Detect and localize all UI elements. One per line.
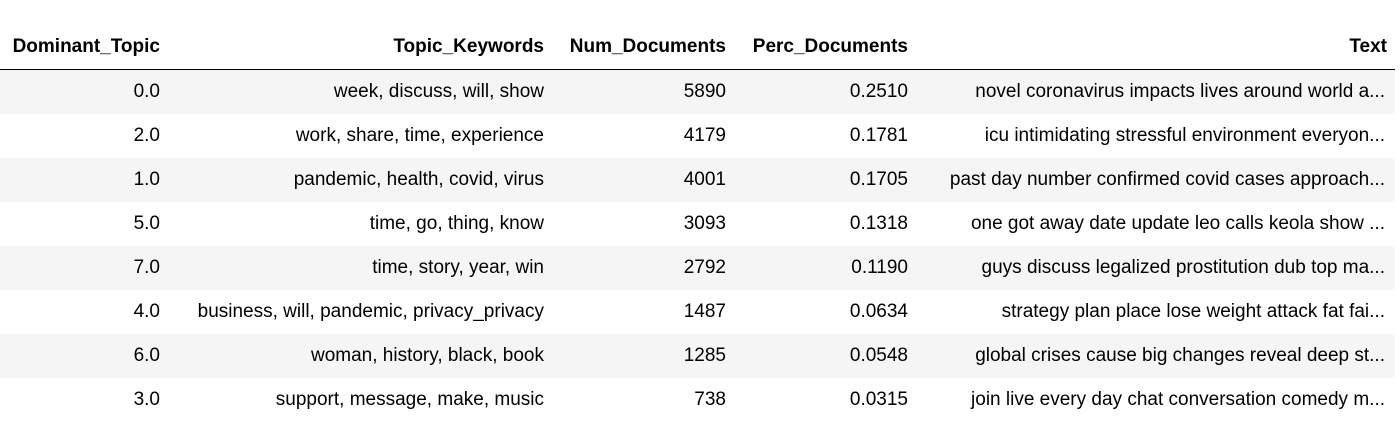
cell-perc-documents: 0.1190 xyxy=(734,246,916,290)
cell-topic-keywords: time, go, thing, know xyxy=(168,202,552,246)
cell-num-documents: 1487 xyxy=(552,290,734,334)
table-row: 2.0 work, share, time, experience 4179 0… xyxy=(0,114,1395,158)
cell-text: icu intimidating stressful environment e… xyxy=(916,114,1395,158)
table-row: 3.0 support, message, make, music 738 0.… xyxy=(0,378,1395,422)
dataframe-table: Dominant_Topic Topic_Keywords Num_Docume… xyxy=(0,25,1395,422)
cell-text: past day number confirmed covid cases ap… xyxy=(916,158,1395,202)
column-header-num-documents: Num_Documents xyxy=(552,25,734,70)
column-header-dominant-topic: Dominant_Topic xyxy=(0,25,168,70)
cell-text: global crises cause big changes reveal d… xyxy=(916,334,1395,378)
cell-dominant-topic: 2.0 xyxy=(0,114,168,158)
column-header-topic-keywords: Topic_Keywords xyxy=(168,25,552,70)
cell-text: guys discuss legalized prostitution dub … xyxy=(916,246,1395,290)
cell-dominant-topic: 1.0 xyxy=(0,158,168,202)
cell-dominant-topic: 5.0 xyxy=(0,202,168,246)
cell-perc-documents: 0.1781 xyxy=(734,114,916,158)
cell-topic-keywords: support, message, make, music xyxy=(168,378,552,422)
cell-topic-keywords: woman, history, black, book xyxy=(168,334,552,378)
column-header-perc-documents: Perc_Documents xyxy=(734,25,916,70)
cell-dominant-topic: 6.0 xyxy=(0,334,168,378)
cell-dominant-topic: 0.0 xyxy=(0,69,168,114)
table-row: 1.0 pandemic, health, covid, virus 4001 … xyxy=(0,158,1395,202)
cell-perc-documents: 0.0634 xyxy=(734,290,916,334)
cell-text: strategy plan place lose weight attack f… xyxy=(916,290,1395,334)
column-header-text: Text xyxy=(916,25,1395,70)
table-row: 6.0 woman, history, black, book 1285 0.0… xyxy=(0,334,1395,378)
cell-num-documents: 738 xyxy=(552,378,734,422)
cell-perc-documents: 0.0315 xyxy=(734,378,916,422)
cell-topic-keywords: week, discuss, will, show xyxy=(168,69,552,114)
cell-topic-keywords: time, story, year, win xyxy=(168,246,552,290)
cell-perc-documents: 0.1705 xyxy=(734,158,916,202)
table-row: 0.0 week, discuss, will, show 5890 0.251… xyxy=(0,69,1395,114)
cell-dominant-topic: 4.0 xyxy=(0,290,168,334)
cell-perc-documents: 0.2510 xyxy=(734,69,916,114)
cell-dominant-topic: 7.0 xyxy=(0,246,168,290)
cell-topic-keywords: pandemic, health, covid, virus xyxy=(168,158,552,202)
table-body: 0.0 week, discuss, will, show 5890 0.251… xyxy=(0,69,1395,422)
table-row: 5.0 time, go, thing, know 3093 0.1318 on… xyxy=(0,202,1395,246)
table-row: 4.0 business, will, pandemic, privacy_pr… xyxy=(0,290,1395,334)
cell-text: join live every day chat conversation co… xyxy=(916,378,1395,422)
table-row: 7.0 time, story, year, win 2792 0.1190 g… xyxy=(0,246,1395,290)
cell-perc-documents: 0.1318 xyxy=(734,202,916,246)
cell-num-documents: 5890 xyxy=(552,69,734,114)
cell-num-documents: 1285 xyxy=(552,334,734,378)
cell-num-documents: 4001 xyxy=(552,158,734,202)
table-header: Dominant_Topic Topic_Keywords Num_Docume… xyxy=(0,25,1395,70)
cell-text: one got away date update leo calls keola… xyxy=(916,202,1395,246)
cell-num-documents: 4179 xyxy=(552,114,734,158)
cell-text: novel coronavirus impacts lives around w… xyxy=(916,69,1395,114)
cell-num-documents: 2792 xyxy=(552,246,734,290)
cell-topic-keywords: business, will, pandemic, privacy_privac… xyxy=(168,290,552,334)
cell-topic-keywords: work, share, time, experience xyxy=(168,114,552,158)
cell-dominant-topic: 3.0 xyxy=(0,378,168,422)
cell-perc-documents: 0.0548 xyxy=(734,334,916,378)
cell-num-documents: 3093 xyxy=(552,202,734,246)
header-row: Dominant_Topic Topic_Keywords Num_Docume… xyxy=(0,25,1395,70)
